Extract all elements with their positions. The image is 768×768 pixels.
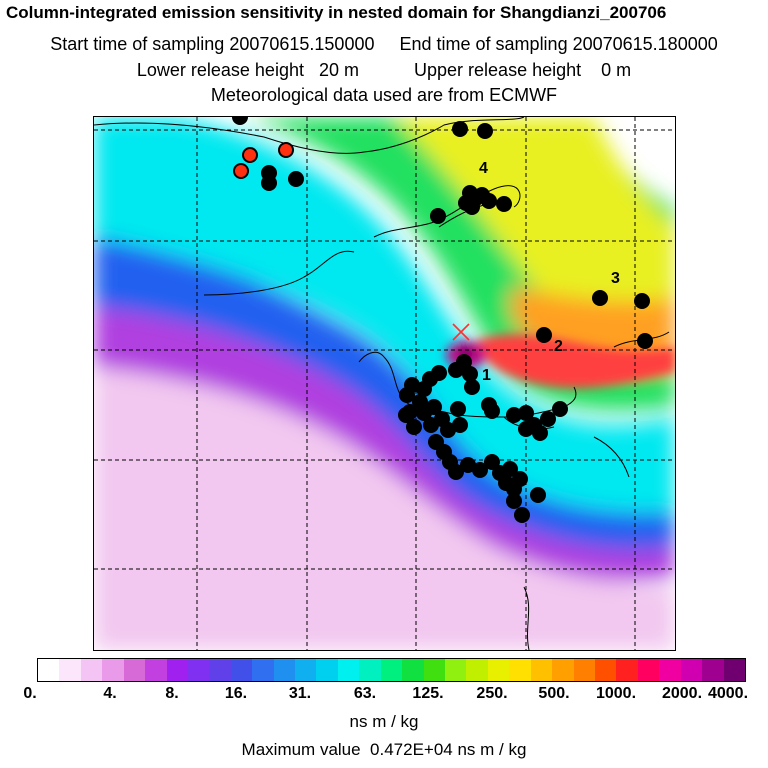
map-panel: 4 1 2 3 [93,116,676,651]
point-label-2: 2 [554,338,563,355]
colorbar-swatch [466,659,488,681]
colorbar-swatch [316,659,338,681]
colorbar-swatch [145,659,167,681]
colorbar-tick-label: 2000. [661,685,703,702]
colorbar-swatch [552,659,574,681]
colorbar-tick-label: 31. [288,685,312,702]
colorbar-swatch [123,659,146,681]
point-label-4: 4 [479,160,488,177]
colorbar-swatch [252,659,274,681]
colorbar-swatch [209,659,231,681]
colorbar-swatch [38,659,60,681]
colorbar-tick-label: 125. [412,685,444,702]
colorbar-tick-label: 1000. [595,685,637,702]
colorbar-swatch [359,659,381,681]
colorbar-swatch [530,659,553,681]
colorbar-swatch [487,659,510,681]
colorbar-swatch [509,659,531,681]
colorbar-swatch [573,659,595,681]
colorbar-swatch [273,659,296,681]
colorbar-swatch [680,659,703,681]
page-title: Column-integrated emission sensitivity i… [6,3,667,22]
colorbar-tick-label: 250. [476,685,508,702]
end-time-label: End time of sampling 20070615.180000 [399,34,718,54]
colorbar-swatch [230,659,253,681]
lat-lon-grid [94,117,675,650]
colorbar-tick-label: 4000. [707,685,749,702]
colorbar-swatch [337,659,360,681]
max-value-label: Maximum value 0.472E+04 ns m / kg [241,740,527,759]
colorbar-tick-label: 0. [23,685,37,702]
colorbar-tick-label: 4. [103,685,117,702]
colorbar-swatch [723,659,745,681]
upper-release-label: Upper release height 0 m [414,60,632,80]
colorbar-tick-label: 16. [224,685,248,702]
colorbar-swatch [166,659,188,681]
point-label-1: 1 [482,367,491,384]
colorbar-tick-label: 63. [353,685,377,702]
met-data-label: Meteorological data used are from ECMWF [210,85,558,105]
colorbar-tick-label: 8. [165,685,179,702]
colorbar-swatch [59,659,81,681]
colorbar-swatch [445,659,467,681]
highlight-point [278,142,294,158]
colorbar-swatch [423,659,446,681]
colorbar-swatch [80,659,103,681]
point-label-3: 3 [611,270,620,287]
colorbar [37,658,746,682]
lower-release-label: Lower release height 20 m [136,60,359,80]
colorbar-tick-label: 500. [538,685,570,702]
release-heights: Lower release height 20 m Upper release … [0,60,768,81]
colorbar-swatch [702,659,724,681]
highlight-points [233,142,294,179]
highlight-point [233,163,249,179]
highlight-point [242,147,258,163]
sampling-times: Start time of sampling 20070615.150000 E… [0,34,768,55]
colorbar-swatch [102,659,124,681]
colorbar-swatch [616,659,638,681]
measurement-points [232,117,653,523]
colorbar-swatch [402,659,424,681]
colorbar-swatch [594,659,617,681]
colorbar-swatch [380,659,403,681]
sensitivity-map: 4 1 2 3 [94,117,675,650]
colorbar-swatch [659,659,681,681]
colorbar-unit: ns m / kg [349,712,419,731]
colorbar-swatch [637,659,660,681]
colorbar-swatch [187,659,210,681]
colorbar-swatch [295,659,317,681]
start-time-label: Start time of sampling 20070615.150000 [50,34,375,54]
station-marker-icon [452,323,470,341]
